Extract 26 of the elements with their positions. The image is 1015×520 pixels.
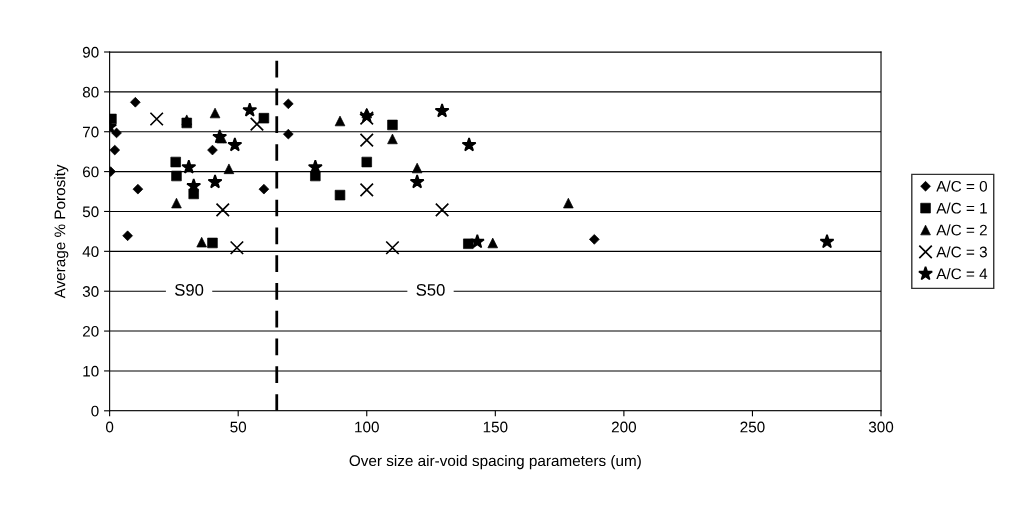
x-axis-title: Over size air-void spacing parameters (um): [349, 454, 641, 470]
annotation: S50: [416, 283, 445, 296]
x-tick-label: 250: [740, 421, 765, 433]
y-tick-label: 10: [83, 365, 99, 377]
x-tick-label: 200: [611, 421, 637, 433]
y-tick-label: 40: [82, 246, 99, 258]
y-tick-label: 90: [82, 46, 99, 58]
x-tick-label: 100: [355, 421, 379, 433]
y-tick-label: 80: [82, 86, 99, 98]
y-tick-label: 20: [82, 325, 99, 337]
x-tick-label: 0: [105, 421, 114, 433]
annotation: S90: [175, 283, 204, 296]
y-axis-title: Average % Porosity: [54, 164, 69, 299]
y-tick-label: 0: [91, 405, 99, 417]
y-tick-label: 30: [82, 286, 99, 297]
legend-label: A/C = 2: [936, 224, 987, 236]
y-tick-label: 60: [82, 166, 99, 178]
y-tick-label: 50: [82, 206, 99, 218]
x-tick-label: 300: [868, 421, 894, 433]
x-tick-label: 150: [483, 421, 508, 433]
legend-label: A/C = 4: [936, 268, 988, 280]
y-tick-label: 70: [82, 126, 99, 138]
x-tick-label: 50: [230, 421, 247, 433]
legend-label: A/C = 1: [936, 202, 987, 214]
legend-label: A/C = 3: [936, 246, 987, 258]
legend-label: A/C = 0: [936, 180, 988, 192]
